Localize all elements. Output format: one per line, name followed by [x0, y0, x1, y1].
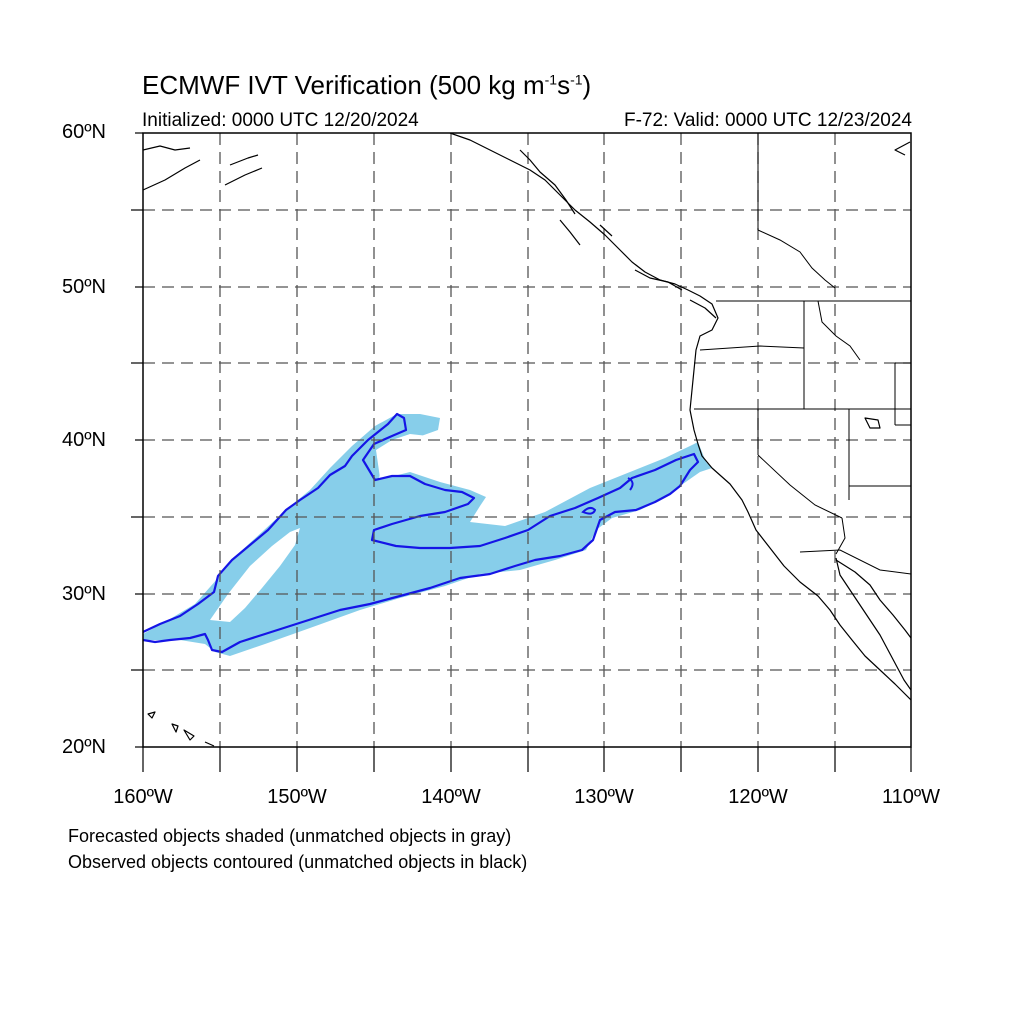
lon-label-130w: 130ºW: [574, 786, 634, 808]
lon-label-160w: 160ºW: [113, 786, 173, 808]
forecast-gap-west: [210, 528, 300, 622]
forecast-ivt-object: [143, 414, 712, 656]
lon-label-150w: 150ºW: [267, 786, 327, 808]
observed-ivt-small-loop: [581, 477, 634, 515]
axis-ticks: [131, 132, 912, 772]
legend-forecast-note: Forecasted objects shaded (unmatched obj…: [68, 826, 512, 846]
lon-label-110w: 110ºW: [881, 786, 941, 808]
graticule: [143, 133, 911, 747]
lat-label-40n: 40ºN: [62, 429, 106, 451]
valid-time: F-72: Valid: 0000 UTC 12/23/2024: [624, 110, 912, 131]
lat-label-50n: 50ºN: [62, 276, 106, 298]
lon-label-140w: 140ºW: [421, 786, 481, 808]
lat-label-20n: 20ºN: [62, 736, 106, 758]
lon-label-120w: 120ºW: [728, 786, 788, 808]
coastlines: [143, 133, 911, 747]
observed-ivt-contour: [143, 412, 700, 654]
lat-label-30n: 30ºN: [62, 583, 106, 605]
legend-observed-note: Observed objects contoured (unmatched ob…: [68, 852, 528, 872]
forecast-gap-north: [376, 434, 428, 478]
map-title: ECMWF IVT Verification (500 kg m-1s-1): [142, 70, 592, 100]
state-borders: [694, 133, 911, 575]
initialized-time: Initialized: 0000 UTC 12/20/2024: [142, 110, 419, 131]
lat-label-60n: 60ºN: [62, 121, 106, 143]
